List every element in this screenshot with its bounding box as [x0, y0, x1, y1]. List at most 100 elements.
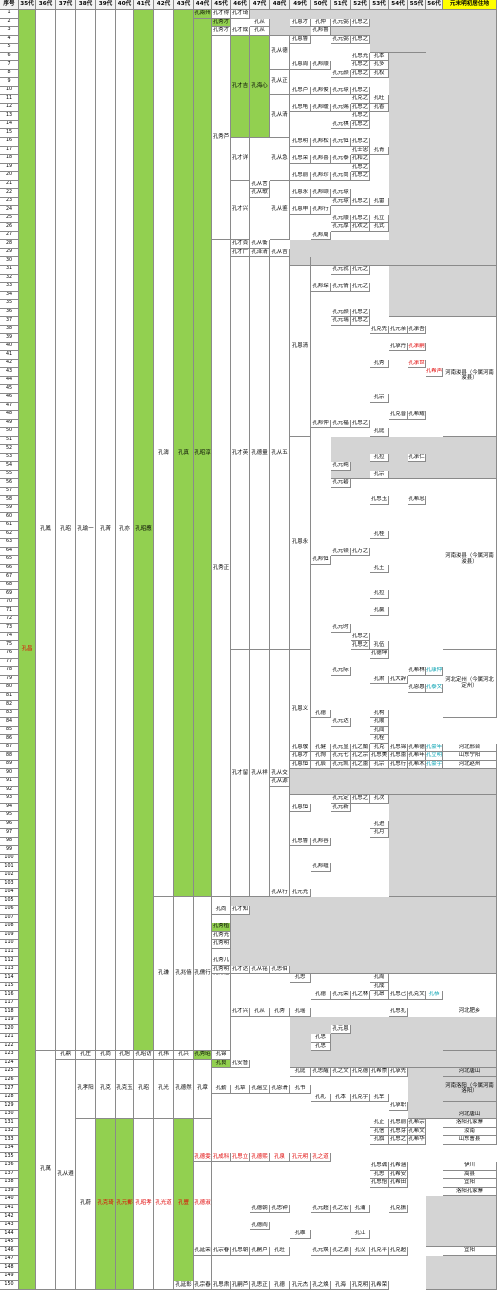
name-cell: 孔克德 [351, 1068, 370, 1077]
row-number: 5 [0, 44, 19, 53]
name-cell: 孔邦颐 [311, 189, 331, 198]
row-number: 119 [0, 1016, 19, 1026]
row-number: 103 [0, 880, 19, 889]
row-number: 85 [0, 726, 19, 736]
name-cell: 孔邦恒 [311, 556, 331, 565]
name-cell: 孔周 [370, 974, 389, 983]
name-cell: 孔从言 [250, 180, 270, 190]
header-generation: 55代 [408, 0, 426, 10]
ancestor-cell: 孔菁 [96, 10, 116, 1052]
row-number: 38 [0, 325, 19, 335]
name-cell: 孔思朝 [231, 1247, 250, 1256]
name-cell: 孔恩惠 [408, 684, 426, 693]
row-number: 98 [0, 837, 19, 847]
row-number: 56 [0, 479, 19, 488]
name-cell: 孔庭 [370, 428, 389, 437]
name-cell: 孔构 [370, 709, 389, 719]
name-cell: 孔从源 [270, 778, 290, 787]
name-cell: 孔元顺 [331, 214, 351, 224]
ancestor-cell: 孔海心 [250, 35, 270, 138]
empty-block [389, 795, 497, 898]
row-number: 60 [0, 513, 19, 522]
row-number: 128 [0, 1093, 19, 1103]
row-number: 129 [0, 1102, 19, 1111]
row-number: 15 [0, 129, 19, 138]
row-number: 13 [0, 112, 19, 121]
row-number: 25 [0, 214, 19, 224]
name-cell: 孔思正 [250, 1281, 270, 1290]
name-cell: 孔从交 [270, 769, 290, 778]
row-number: 2 [0, 18, 19, 28]
row-number: 112 [0, 957, 19, 966]
ancestor-cell: 孔孝阳 [76, 1059, 96, 1120]
name-cell: 孔承先 [389, 1068, 408, 1077]
row-number: 150 [0, 1281, 19, 1290]
row-number: 136 [0, 1162, 19, 1171]
row-number: 126 [0, 1076, 19, 1086]
name-cell: 孔瑶 [290, 1008, 311, 1017]
ancestor-cell: 孔鼎 [56, 1051, 76, 1060]
row-number: 39 [0, 334, 19, 343]
name-cell: 孔元明 [290, 1153, 311, 1162]
name-cell: 孔承世 [408, 359, 426, 369]
name-cell: 孔思行 [389, 760, 408, 770]
name-cell: 孔辰 [311, 760, 331, 770]
name-cell: 孔克文 [408, 991, 426, 1000]
name-cell: 孔元荣 [331, 991, 351, 1000]
name-cell: 孔恩敬 [290, 743, 311, 753]
name-cell: 孔桂 [370, 530, 389, 540]
row-number: 10 [0, 86, 19, 96]
ancestor-cell: 孔蔚 [76, 1119, 96, 1290]
residence-cell: 宜阳 [443, 1247, 497, 1256]
row-number: 51 [0, 436, 19, 446]
row-number: 17 [0, 146, 19, 156]
row-number: 102 [0, 871, 19, 881]
name-cell: 孔元达 [331, 718, 351, 727]
row-number: 79 [0, 675, 19, 685]
row-number: 133 [0, 1136, 19, 1145]
name-cell: 孔邦行 [311, 206, 331, 215]
name-cell: 孔思扎 [389, 1008, 408, 1017]
header-generation: 54代 [389, 0, 408, 10]
name-cell: 孔邦周 [311, 231, 331, 241]
ancestor-cell: 孔德然 [174, 1059, 194, 1120]
row-number: 54 [0, 462, 19, 471]
header-generation: 50代 [311, 0, 331, 10]
row-number: 131 [0, 1119, 19, 1128]
header-generation: 44代 [194, 0, 212, 10]
row-number: 82 [0, 701, 19, 710]
name-cell: 孔秀儿 [212, 957, 231, 966]
name-cell: 孔德熙 [250, 1153, 270, 1162]
name-cell: 孔拉 [370, 453, 389, 463]
name-cell: 孔希声 [426, 368, 443, 377]
row-number: 53 [0, 453, 19, 463]
name-cell: 孔邦松 [311, 138, 331, 147]
name-cell: 孔之源 [331, 1247, 351, 1256]
header-generation: 43代 [174, 0, 194, 10]
name-cell: 孔德 [311, 991, 331, 1000]
name-cell: 孔克普 [389, 411, 408, 420]
name-cell: 孔遍立 [250, 1085, 270, 1094]
name-cell: 孔元弼 [331, 35, 351, 45]
row-number: 77 [0, 658, 19, 668]
row-number: 55 [0, 470, 19, 480]
name-cell: 孔元凯 [331, 760, 351, 770]
name-cell: 孔从行 [270, 888, 290, 898]
ancestor-cell: 孔才留 [231, 650, 250, 898]
row-number: 101 [0, 863, 19, 872]
name-cell: 孔元定 [331, 795, 351, 804]
name-cell: 孔恩申 [290, 206, 311, 215]
name-cell: 孔克先 [370, 325, 389, 335]
name-cell: 孔元际 [331, 667, 351, 676]
name-cell: 孔进 [370, 820, 389, 830]
row-number: 29 [0, 248, 19, 258]
residence-cell: 洛阳孔家寨 [443, 1119, 497, 1128]
name-cell: 孔江 [351, 1230, 370, 1239]
name-cell: 孔成 [370, 982, 389, 992]
ancestor-cell: 孔克琦 [96, 1119, 116, 1290]
name-cell: 孔承嗣 [408, 342, 426, 352]
name-cell: 孔元赐 [331, 103, 351, 113]
ancestor-cell: 孔昭访 [134, 1051, 154, 1060]
name-cell: 孔邦琛 [311, 283, 331, 292]
name-cell: 孔秀明 [212, 965, 231, 975]
